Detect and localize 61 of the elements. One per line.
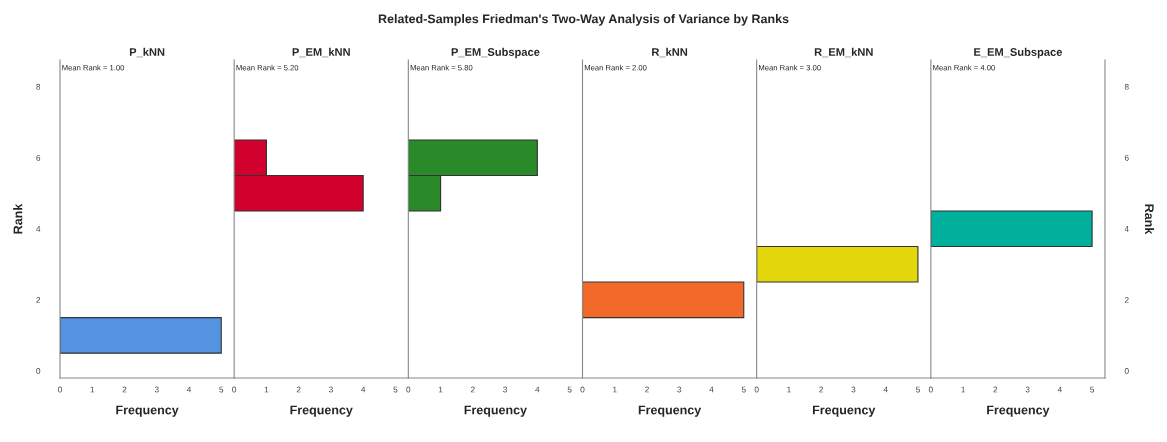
y-tick-label: 6 [36,154,41,161]
chart-title: P_EM_Subspace [451,47,540,59]
y-tick-label: 4 [1124,226,1129,232]
x-tick-label: 5 [741,386,746,393]
x-axis-title: Frequency [116,405,179,417]
x-tick-label: 5 [393,386,398,393]
x-tick-label: 1 [264,386,269,393]
x-tick-label: 3 [851,386,856,393]
x-tick-label: 0 [928,386,933,393]
x-tick-label: 0 [406,386,411,393]
x-tick-label: 1 [438,386,443,393]
chart-title: R_EM_kNN [814,47,873,58]
x-tick-label: 4 [883,386,888,393]
x-axis-title: Frequency [638,405,702,417]
x-tick-label: 0 [232,386,237,393]
x-axis-title: Frequency [812,405,876,417]
x-tick-label: 2 [296,386,301,393]
chart-title: R_kNN [652,47,688,58]
text: Related-Samples Friedman's Two-Way Analysis of Variance by Ranks [378,14,789,26]
x-tick-label: 5 [1090,386,1095,393]
x-tick-label: 2 [470,386,475,393]
x-tick-label: 5 [567,386,572,393]
x-tick-label: 2 [993,386,998,393]
x-tick-label: 3 [328,386,333,393]
y-tick-label: 2 [36,297,41,303]
x-tick-label: 1 [90,386,95,393]
x-tick-label: 0 [58,386,62,393]
y-tick-label: 8 [36,83,41,90]
x-tick-label: 1 [961,386,965,393]
x-tick-label: 3 [1025,386,1030,393]
x-tick-label: 2 [819,386,824,393]
y-axis-title: Rank [13,203,23,234]
x-tick-label: 5 [915,386,920,393]
chart-title: P_kNN [129,47,165,58]
y-tick-label: 0 [36,368,41,374]
x-axis-title: Frequency [464,405,527,417]
x-tick-label: 2 [645,386,649,393]
x-tick-label: 4 [1057,386,1062,393]
chart-title: P_EM_kNN [292,47,350,58]
x-tick-label: 1 [613,386,617,393]
y-tick-label: 4 [36,226,41,232]
x-tick-label: 3 [503,386,508,393]
x-tick-label: 3 [677,386,682,393]
y-axis-title: Rank [1144,204,1155,235]
chart-title: E_EM_Subspace [974,47,1062,59]
x-tick-label: 2 [122,386,127,393]
x-tick-label: 4 [535,386,540,393]
x-tick-label: 0 [580,386,585,393]
x-tick-label: 4 [361,386,366,393]
y-tick-label: 6 [1124,154,1129,161]
x-tick-label: 3 [154,386,159,393]
x-tick-label: 1 [787,386,791,393]
x-tick-label: 4 [186,386,192,393]
x-tick-label: 4 [709,386,714,393]
x-axis-title: Frequency [290,405,353,417]
x-tick-label: 5 [219,386,224,393]
x-axis-title: Frequency [987,405,1050,417]
x-tick-label: 0 [754,386,759,393]
y-tick-label: 8 [1124,83,1129,90]
y-tick-label: 0 [1124,368,1129,374]
y-tick-label: 2 [1124,297,1129,303]
